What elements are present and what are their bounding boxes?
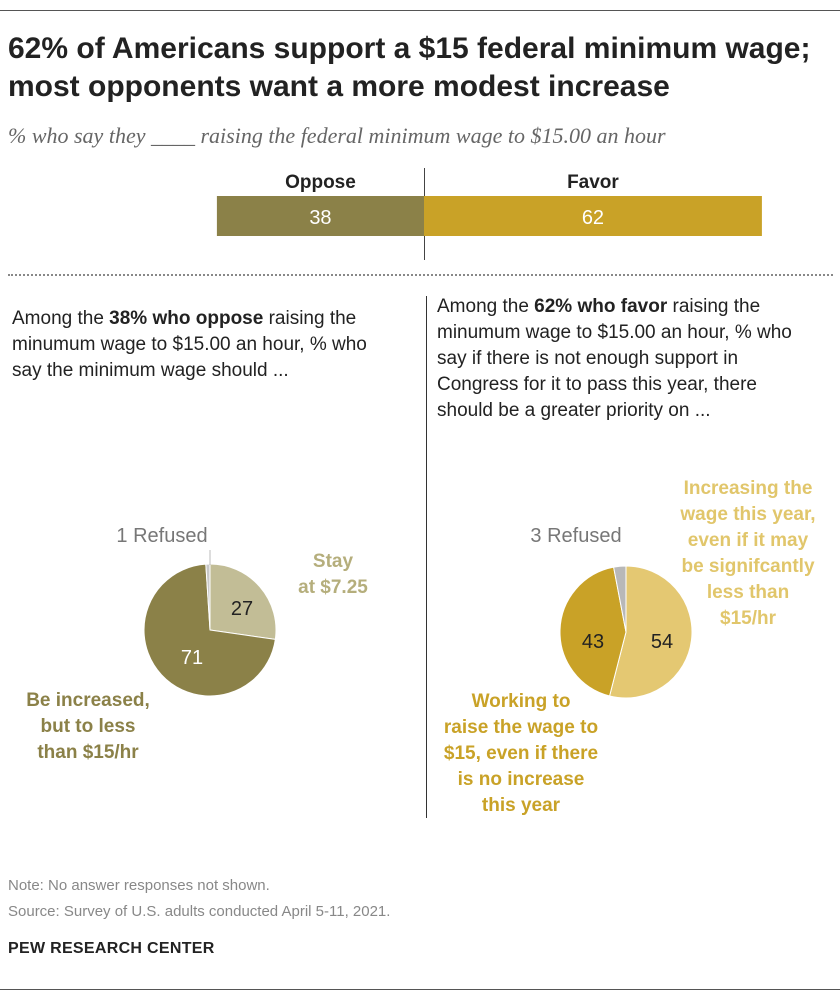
brand-name: PEW RESEARCH CENTER bbox=[8, 940, 215, 957]
section-divider bbox=[8, 274, 833, 276]
pie2-refused-label: 3 Refused bbox=[530, 525, 621, 547]
pie2-label-increasing: Increasing the wage this year, even if it … bbox=[679, 478, 815, 629]
bar-oppose-value: 38 bbox=[309, 207, 331, 229]
pie1-label-stay: Stay at $7.25 bbox=[298, 551, 368, 598]
right-intro-pre: Among the bbox=[437, 296, 535, 317]
bottom-rule bbox=[0, 989, 840, 990]
pie2-slice-increasing-the-wage-this-year- bbox=[608, 565, 693, 699]
right-intro-bold: 62% who favor bbox=[534, 296, 668, 317]
pie2-slice-refused bbox=[613, 565, 627, 633]
pie1-label-increased: Be increased, but to less than $15/hr bbox=[26, 690, 150, 763]
bar-oppose-label: Oppose bbox=[285, 172, 356, 193]
chart-title: 62% of Americans support a $15 federal m… bbox=[8, 32, 811, 103]
pie2-slice-working-to-raise-the-wage-to-1 bbox=[559, 566, 627, 697]
pie2-label-working: Working to raise the wage to $15, even if … bbox=[444, 691, 598, 816]
pie2-value-increasing: 54 bbox=[651, 631, 673, 653]
bar-favor-label: Favor bbox=[567, 172, 619, 193]
right-panel-intro: Among the 62% who favor raising the minu… bbox=[437, 294, 807, 424]
bar-favor-value: 62 bbox=[582, 207, 604, 229]
left-intro-post: raising the minumum wage to $15.00 an ho… bbox=[12, 308, 367, 381]
right-intro-post: raising the minumum wage to $15.00 an ho… bbox=[437, 296, 792, 421]
source-text: Source: Survey of U.S. adults conducted … bbox=[8, 903, 391, 920]
panel-divider bbox=[426, 296, 427, 818]
left-intro-bold: 38% who oppose bbox=[109, 308, 264, 329]
pie1-value-increased: 71 bbox=[181, 647, 203, 669]
left-panel-intro: Among the 38% who oppose raising the min… bbox=[12, 306, 392, 384]
top-rule bbox=[0, 10, 840, 11]
chart-subtitle: % who say they ____ raising the federal … bbox=[8, 123, 666, 148]
pie2-value-working: 43 bbox=[582, 631, 604, 653]
bar-oppose bbox=[216, 196, 424, 236]
left-intro-pre: Among the bbox=[12, 308, 110, 329]
note-text: Note: No answer responses not shown. bbox=[8, 877, 270, 894]
pie1-slice-stay-at-7-25 bbox=[209, 563, 277, 640]
pie1-value-stay: 27 bbox=[231, 598, 253, 620]
pie1-refused-label: 1 Refused bbox=[116, 525, 207, 547]
pie1-slice-be-increased-but-to-less-than-15-hr bbox=[143, 563, 276, 697]
bar-favor bbox=[424, 196, 762, 236]
